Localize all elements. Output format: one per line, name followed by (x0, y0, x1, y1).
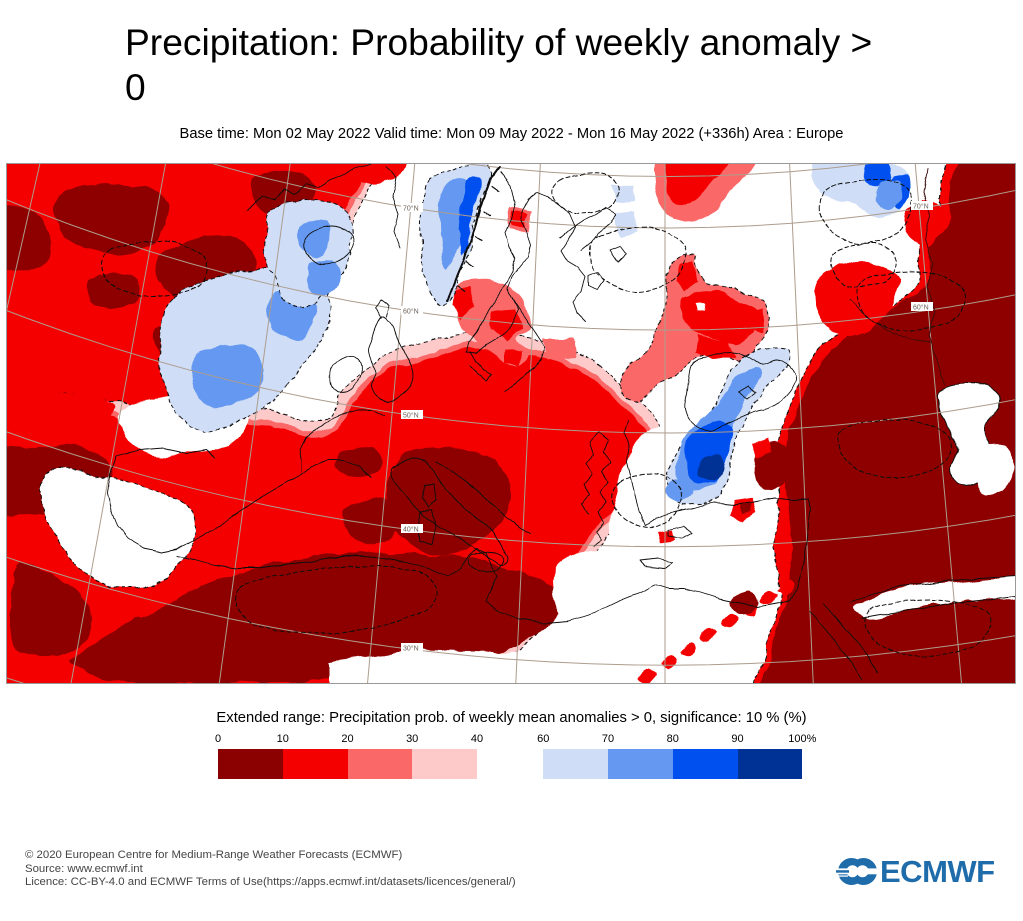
svg-text:60°N: 60°N (403, 308, 419, 316)
svg-text:30°N: 30°N (403, 645, 419, 653)
svg-text:70°N: 70°N (913, 203, 929, 211)
svg-text:40°N: 40°N (403, 526, 419, 534)
svg-text:70°N: 70°N (403, 205, 419, 213)
svg-text:50°N: 50°N (403, 412, 419, 420)
svg-text:ECMWF: ECMWF (880, 854, 995, 889)
svg-text:60°N: 60°N (913, 304, 929, 312)
